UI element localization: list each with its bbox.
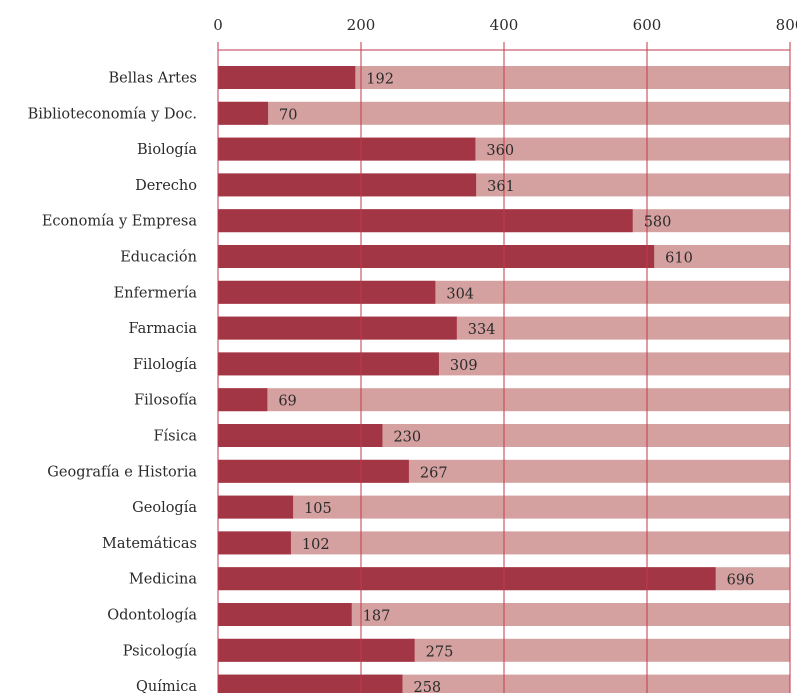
bar <box>218 245 655 268</box>
bar <box>218 674 403 693</box>
bar <box>218 209 633 233</box>
category-label: Filología <box>133 357 197 373</box>
category-label: Geología <box>132 500 197 516</box>
bar <box>218 388 268 412</box>
category-label: Física <box>153 429 197 445</box>
value-label: 70 <box>279 107 297 123</box>
bar <box>218 495 294 519</box>
value-label: 304 <box>446 286 474 302</box>
value-label: 361 <box>487 179 515 195</box>
category-label: Matemáticas <box>102 536 197 552</box>
category-label: Psicología <box>123 643 198 659</box>
value-label: 334 <box>468 322 496 338</box>
value-label: 275 <box>426 644 454 660</box>
x-tick-label: 600 <box>633 16 662 34</box>
value-label: 102 <box>302 537 330 553</box>
value-label: 360 <box>486 143 514 159</box>
category-label: Enfermería <box>114 285 198 301</box>
bar <box>218 66 356 89</box>
value-label: 610 <box>665 251 693 267</box>
value-label: 69 <box>278 394 296 410</box>
value-label: 192 <box>366 72 394 88</box>
bar <box>218 531 291 555</box>
category-label: Biblioteconomía y Doc. <box>28 106 197 122</box>
bar <box>218 603 352 626</box>
value-labels: 192 70 360 361 580 610 304 334 309 69 230 267 105 102… <box>278 72 754 693</box>
value-label: 105 <box>304 501 332 517</box>
category-label: Biología <box>137 142 197 158</box>
bar <box>218 280 436 304</box>
category-labels: Bellas Artes Biblioteconomía y Doc. Biolog… <box>28 71 198 693</box>
category-label: Filosofía <box>134 393 197 409</box>
value-label: 309 <box>450 358 478 374</box>
category-label: Odontología <box>107 608 197 624</box>
value-label: 187 <box>363 609 391 625</box>
value-label: 267 <box>420 465 448 481</box>
bar <box>218 352 439 376</box>
value-label: 230 <box>393 430 421 446</box>
category-label: Educación <box>120 250 197 266</box>
bar <box>218 638 415 662</box>
category-label: Bellas Artes <box>109 71 197 87</box>
value-label: 258 <box>413 680 441 693</box>
gridlines <box>217 42 791 693</box>
bar <box>218 567 716 591</box>
x-tick-label: 800 <box>776 16 797 34</box>
category-label: Derecho <box>135 178 197 194</box>
x-tick-label: 400 <box>490 16 519 34</box>
bar <box>218 137 476 161</box>
bar <box>218 424 383 447</box>
x-axis: 0 200 400 600 800 <box>213 16 797 51</box>
category-label: Economía y Empresa <box>42 214 198 230</box>
category-label: Medicina <box>129 572 197 588</box>
category-label: Química <box>136 679 197 693</box>
value-label: 580 <box>644 215 672 231</box>
bar <box>218 173 477 197</box>
bar <box>218 459 409 483</box>
x-tick-label: 200 <box>347 16 376 34</box>
bar <box>218 101 269 125</box>
bars <box>218 66 716 693</box>
value-label: 696 <box>727 573 755 589</box>
category-label: Farmacia <box>129 321 198 337</box>
bar <box>218 316 457 340</box>
category-label: Geografía e Historia <box>47 464 197 480</box>
x-tick-label: 0 <box>213 16 223 34</box>
